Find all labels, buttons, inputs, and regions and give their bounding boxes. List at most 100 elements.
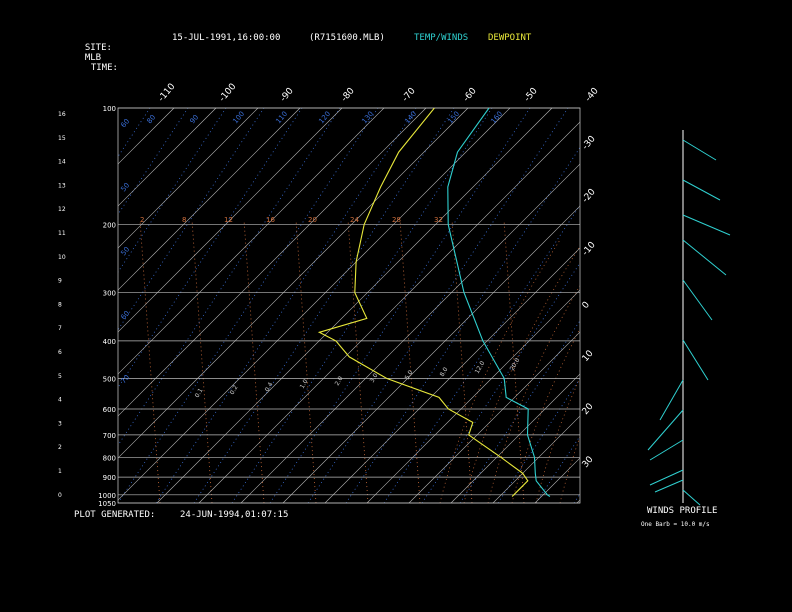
lower-ratio-label: 12.0: [474, 360, 487, 375]
dry-adiabat-label: 160: [489, 110, 504, 125]
pressure-label: 300: [103, 290, 116, 298]
isotherm-line: [282, 205, 580, 503]
axis-labels: 10020030040050060070080090010001050-110-…: [58, 82, 601, 508]
mixing-ratio-line: [191, 219, 213, 503]
right-temperature-label: 20: [581, 402, 596, 417]
height-km-label: 9: [58, 278, 62, 285]
isotherm-line: [118, 108, 427, 417]
lower-ratio-label: 0.1: [194, 387, 205, 399]
dry-adiabat-label: 60: [119, 117, 131, 129]
height-km-label: 12: [58, 206, 66, 213]
mixing-ratio-line: [139, 219, 161, 503]
right-temperature-label: -20: [581, 187, 598, 205]
dry-adiabat-label: 50: [119, 245, 131, 257]
wind-barb: [682, 239, 727, 276]
right-temperature-label: 10: [581, 349, 596, 364]
isotherm-line: [118, 108, 301, 291]
height-km-label: 15: [58, 135, 66, 142]
plot-frame: [117, 107, 581, 504]
moist-adiabat-line: [439, 239, 561, 503]
isotherm-line: [240, 163, 580, 503]
top-temperature-label: -80: [340, 86, 357, 104]
isotherm-line: [118, 108, 385, 375]
isotherm-line: [118, 108, 469, 459]
dry-adiabat-line: [118, 108, 341, 446]
plot-generated-label: PLOT GENERATED:: [74, 510, 156, 520]
dry-adiabat-line: [650, 108, 792, 503]
dry-adiabat-line: [0, 108, 112, 503]
right-temperature-label: 30: [581, 455, 596, 470]
pressure-label: 1000: [98, 492, 116, 500]
plot-generated-value: 24-JUN-1994,01:07:15: [180, 510, 289, 520]
wind-barb: [654, 479, 684, 493]
height-km-label: 16: [58, 111, 66, 118]
lower-ratio-label: 0.2: [229, 384, 240, 396]
height-km-label: 6: [58, 349, 62, 356]
right-temperature-label: -10: [581, 240, 598, 258]
pressure-label: 100: [103, 105, 116, 113]
isotherm-line: [118, 108, 343, 333]
height-km-label: 8: [58, 301, 62, 308]
wind-barb: [659, 379, 684, 421]
lower-ratio-label: 2.0: [334, 375, 345, 387]
dry-adiabat-label: 130: [360, 110, 375, 125]
dry-adiabat-line: [269, 108, 531, 503]
height-km-label: 13: [58, 182, 66, 189]
dry-adiabat-label: 90: [188, 113, 200, 125]
lower-ratio-label: 1.0: [299, 378, 310, 390]
wind-barb: [682, 279, 713, 321]
dry-adiabat-line: [535, 435, 580, 503]
dry-adiabat-line: [118, 108, 151, 158]
dry-adiabat-label: 140: [403, 110, 418, 125]
right-temperature-label: 0: [581, 300, 593, 311]
dry-adiabat-label: 60: [119, 309, 131, 321]
wind-barb: [647, 409, 684, 451]
dry-adiabat-line: [118, 108, 227, 273]
dry-adiabat-line: [497, 377, 580, 503]
pressure-label: 700: [103, 432, 116, 440]
right-temperature-label: -30: [581, 134, 598, 152]
isotherm-line: [492, 415, 580, 503]
height-km-label: 10: [58, 254, 66, 261]
dry-adiabat-line: [345, 146, 580, 503]
dry-adiabat-label: 50: [119, 181, 131, 193]
moist-adiabat-line: [463, 245, 580, 503]
isotherm-line: [118, 108, 259, 249]
height-km-label: 14: [58, 159, 66, 166]
mixing-ratio-line: [399, 219, 421, 503]
dry-adiabat-line: [231, 108, 493, 503]
height-km-label: 7: [58, 325, 62, 332]
dry-adiabat-line: [118, 108, 379, 503]
temperature-line: [447, 108, 551, 497]
dry-adiabat-line: [307, 108, 569, 503]
isotherm-line: [324, 247, 580, 503]
height-km-label: 3: [58, 420, 62, 427]
dewpoint-line: [317, 108, 529, 497]
winds-profile-title: WINDS PROFILE: [647, 506, 718, 516]
site-value: MLB: [84, 53, 102, 63]
height-km-label: 2: [58, 444, 62, 451]
site-label: SITE:: [84, 43, 112, 53]
time-label: TIME:: [90, 63, 118, 73]
isotherm-line: [450, 373, 580, 503]
dry-adiabat-line: [193, 108, 455, 503]
lower-ratio-label: 5.0: [404, 369, 415, 381]
height-km-label: 5: [58, 373, 62, 380]
pressure-grid: [117, 107, 581, 504]
isotherm-line: [118, 108, 175, 165]
isotherm-line: [366, 289, 580, 503]
dry-adiabat-line: [118, 108, 265, 331]
dry-adiabat-label: 110: [274, 110, 289, 125]
height-km-label: 4: [58, 397, 62, 404]
isotherm-line: [408, 331, 580, 503]
isotherm-line: [198, 121, 580, 503]
winds-profile-note: One Barb = 10.0 m/s: [641, 521, 710, 528]
wind-barb: [682, 489, 701, 506]
legend-temp-winds: TEMP/WINDS: [414, 33, 469, 43]
legend-dewpoint: DEWPOINT: [488, 33, 532, 43]
isotherm-lines: [118, 108, 580, 503]
isotherm-line: [576, 499, 580, 503]
pressure-label: 800: [103, 454, 116, 462]
isotherm-line: [118, 108, 511, 501]
